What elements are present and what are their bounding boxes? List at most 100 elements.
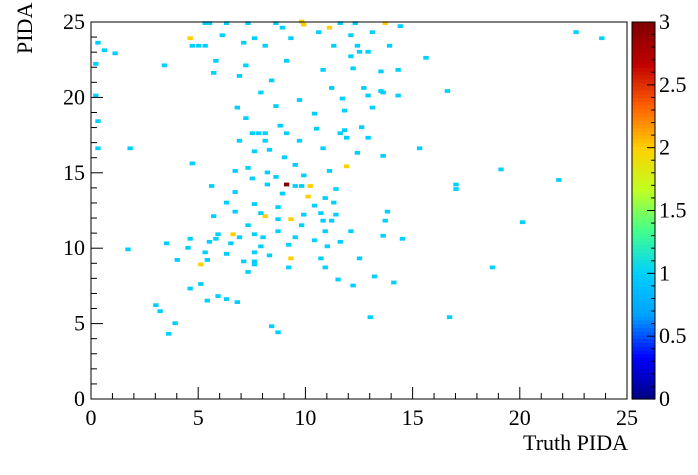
histogram-bin — [273, 104, 279, 108]
histogram-bin — [352, 21, 358, 26]
palette-segment — [632, 387, 655, 393]
y-tick-label: 0 — [74, 386, 85, 411]
palette-segment — [632, 395, 655, 400]
palette-tick-label: 0.5 — [659, 323, 687, 348]
palette-segment — [632, 240, 655, 246]
palette-segment — [632, 78, 655, 83]
histogram-bin — [219, 33, 225, 38]
histogram-bin — [361, 86, 367, 90]
palette-segment — [632, 210, 655, 215]
palette-segment — [632, 293, 655, 298]
histogram-bin — [206, 21, 213, 26]
palette-segment — [632, 176, 655, 181]
histogram-bin — [275, 229, 281, 234]
histogram-bin — [331, 200, 337, 205]
histogram-bin — [232, 209, 238, 214]
palette-segment — [632, 150, 655, 155]
histogram-bin — [298, 223, 305, 228]
histogram-bin — [380, 90, 386, 95]
histogram-bin — [326, 25, 333, 30]
palette-tick-label: 2.5 — [659, 72, 687, 97]
y-tick-label: 25 — [63, 9, 85, 34]
palette-tick-label: 2 — [659, 135, 670, 160]
histogram-bin — [599, 36, 605, 41]
histogram-bin — [354, 43, 361, 48]
palette-segment — [632, 357, 655, 362]
palette-segment — [632, 206, 655, 212]
histogram-bin — [288, 217, 294, 222]
histogram-bin — [211, 71, 217, 75]
palette-tick-label: 0 — [659, 386, 670, 411]
y-tick-label: 20 — [63, 84, 85, 109]
palette-segment — [632, 169, 655, 174]
histogram-bin — [453, 187, 459, 191]
palette-segment — [632, 383, 655, 389]
histogram-bin — [204, 258, 210, 262]
palette-segment — [632, 248, 655, 253]
histogram-bin — [275, 205, 281, 209]
plot-area — [91, 22, 627, 399]
histogram-bin — [241, 259, 247, 264]
histogram-bin — [256, 131, 262, 136]
histogram-bin — [215, 294, 221, 298]
histogram-bin — [399, 236, 406, 241]
histogram-bin — [311, 111, 318, 116]
palette-segment — [632, 270, 655, 276]
histogram-bin — [322, 229, 328, 234]
histogram-bin — [95, 40, 101, 45]
palette-segment — [632, 304, 655, 310]
histogram-bin — [311, 203, 318, 208]
palette-segment — [632, 180, 655, 185]
histogram-bin — [245, 166, 251, 170]
palette-segment — [632, 112, 655, 117]
palette-segment — [632, 251, 655, 257]
palette-segment — [632, 172, 655, 178]
histogram-bin — [350, 283, 356, 288]
histogram-bin — [163, 241, 170, 246]
histogram-bin — [313, 126, 320, 131]
histogram-bin — [446, 315, 453, 320]
histogram-bin — [320, 146, 326, 151]
histogram-bin — [386, 43, 393, 48]
histogram-bin — [328, 218, 335, 223]
histogram-bin — [187, 286, 193, 291]
palette-segment — [632, 82, 655, 87]
histogram-bin — [395, 67, 401, 72]
histogram-bin — [365, 135, 371, 140]
palette-segment — [632, 89, 655, 95]
histogram-bin — [397, 24, 403, 29]
histogram-bin — [416, 146, 423, 151]
histogram-bin — [369, 105, 376, 110]
histogram-bin — [281, 155, 288, 160]
histogram-bin — [243, 116, 249, 121]
histogram-bin — [283, 182, 290, 187]
palette-segment — [632, 255, 655, 261]
palette-segment — [632, 138, 655, 144]
histogram-bin — [187, 236, 193, 241]
histogram-bin — [337, 239, 343, 244]
histogram-bin — [260, 235, 266, 240]
palette-segment — [632, 263, 655, 268]
plot-frame — [90, 21, 628, 400]
palette-segment — [632, 104, 655, 110]
palette-segment — [632, 116, 655, 121]
palette-segment — [632, 44, 655, 49]
histogram-bin — [157, 309, 163, 314]
histogram-bin — [453, 182, 459, 187]
histogram-bin — [292, 184, 298, 188]
histogram-bin — [241, 40, 247, 45]
histogram-bin — [354, 150, 361, 155]
histogram-bin — [279, 191, 286, 196]
histogram-bin — [223, 21, 230, 26]
histogram-bin — [228, 241, 234, 246]
histogram-bin — [292, 235, 298, 240]
histogram-bin — [444, 89, 451, 93]
histogram-bin — [198, 282, 204, 286]
histogram-bin — [320, 67, 326, 72]
histogram-bin — [202, 250, 208, 255]
palette-segment — [632, 233, 655, 238]
palette-segment — [632, 157, 655, 163]
histogram-bin — [322, 196, 328, 200]
palette-segment — [632, 368, 655, 374]
